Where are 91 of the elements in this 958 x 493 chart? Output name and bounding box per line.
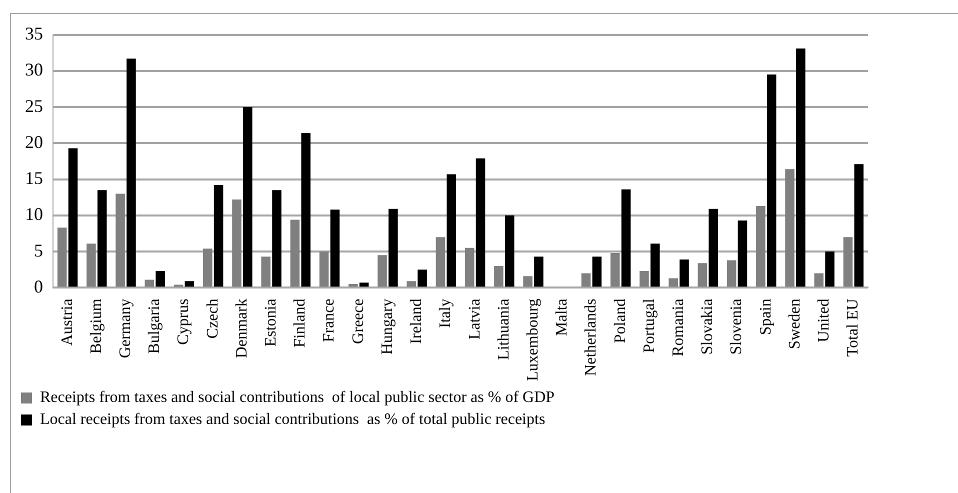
x-tick-label: France xyxy=(320,298,338,342)
y-tick-label: 0 xyxy=(34,276,43,296)
bar xyxy=(698,263,708,287)
x-tick-label: Malta xyxy=(554,298,571,336)
y-tick-label: 35 xyxy=(25,24,43,44)
bar xyxy=(378,255,387,287)
bar xyxy=(668,278,678,287)
bar xyxy=(640,271,649,287)
bar xyxy=(581,273,591,287)
bar xyxy=(610,252,620,287)
bar xyxy=(272,190,282,287)
x-tick-label: Latvia xyxy=(466,298,484,340)
legend-label: Local receipts from taxes and social contributions as % of total public receipts xyxy=(40,411,546,428)
bar xyxy=(504,215,514,287)
bar xyxy=(738,220,748,287)
bar xyxy=(156,271,165,287)
legend-label: Receipts from taxes and social contributions of local public sector as % of GDP xyxy=(40,389,555,406)
bar xyxy=(301,133,311,287)
x-tick-label: Romania xyxy=(670,298,688,356)
bar xyxy=(814,273,824,287)
bar xyxy=(406,281,416,287)
x-tick-label: Hungary xyxy=(378,298,396,355)
x-tick-label: Finland xyxy=(292,298,309,348)
x-tick-label: Lithuania xyxy=(495,298,512,360)
x-tick-label: Bulgaria xyxy=(146,298,164,354)
bar xyxy=(756,206,766,287)
bar xyxy=(184,281,194,287)
bar xyxy=(766,74,776,287)
bar xyxy=(126,58,136,287)
x-tick-label: Poland xyxy=(612,298,629,344)
bar xyxy=(388,208,398,287)
bar xyxy=(232,200,242,287)
bar xyxy=(243,107,252,287)
bar xyxy=(785,169,794,287)
bar xyxy=(290,220,300,287)
bar xyxy=(796,48,806,287)
y-tick-label: 30 xyxy=(25,60,43,80)
bar xyxy=(57,228,67,287)
x-tick-label: Spain xyxy=(757,298,774,336)
bar xyxy=(261,256,270,287)
bar xyxy=(446,174,456,287)
bar xyxy=(680,259,689,287)
x-tick-label: Austria xyxy=(58,298,76,346)
x-tick-label: Ireland xyxy=(408,298,426,344)
x-tick-label: Sweden xyxy=(786,298,804,350)
x-tick-label: Netherlands xyxy=(582,298,600,376)
bar xyxy=(86,244,96,287)
bar xyxy=(464,248,474,287)
bar xyxy=(708,208,718,287)
x-tick-label: Slovakia xyxy=(699,298,716,355)
x-tick-label: Greece xyxy=(350,298,367,344)
x-tick-label: Cyprus xyxy=(175,298,192,345)
x-tick-label: Belgium xyxy=(88,298,105,354)
bar xyxy=(592,256,602,287)
x-tick-label: Total EU xyxy=(844,298,862,357)
bar xyxy=(202,248,212,287)
bar xyxy=(650,244,660,287)
bar xyxy=(418,270,427,287)
y-tick-label: 10 xyxy=(25,204,43,224)
bar xyxy=(621,189,631,287)
bar xyxy=(359,282,369,287)
bar xyxy=(494,266,504,287)
x-tick-label: Italy xyxy=(437,298,454,328)
bar xyxy=(97,190,107,287)
x-tick-label: Slovenia xyxy=(728,298,746,355)
bar xyxy=(68,148,78,287)
x-tick-label: Estonia xyxy=(262,298,280,347)
x-tick-label: Germany xyxy=(116,298,134,358)
bar xyxy=(476,158,486,287)
bar xyxy=(436,237,446,287)
bar xyxy=(116,194,125,287)
x-tick-label: Czech xyxy=(204,298,222,339)
x-tick-label: Luxembourg xyxy=(524,298,542,381)
x-tick-label: Portugal xyxy=(640,298,658,353)
x-tick-label: United xyxy=(816,298,833,342)
bar xyxy=(825,252,834,287)
y-tick-label: 5 xyxy=(34,240,43,260)
bar xyxy=(214,185,224,287)
y-tick-label: 20 xyxy=(25,132,43,152)
bar xyxy=(330,210,340,287)
y-tick-label: 25 xyxy=(25,96,43,116)
bar xyxy=(144,280,154,287)
bar xyxy=(843,237,853,287)
bar xyxy=(523,276,532,287)
x-tick-label: Denmark xyxy=(233,298,250,358)
bar xyxy=(854,164,864,287)
y-tick-label: 15 xyxy=(25,168,43,188)
bar xyxy=(726,260,736,287)
bar xyxy=(534,256,544,287)
bar xyxy=(348,284,358,287)
bar xyxy=(319,252,329,287)
